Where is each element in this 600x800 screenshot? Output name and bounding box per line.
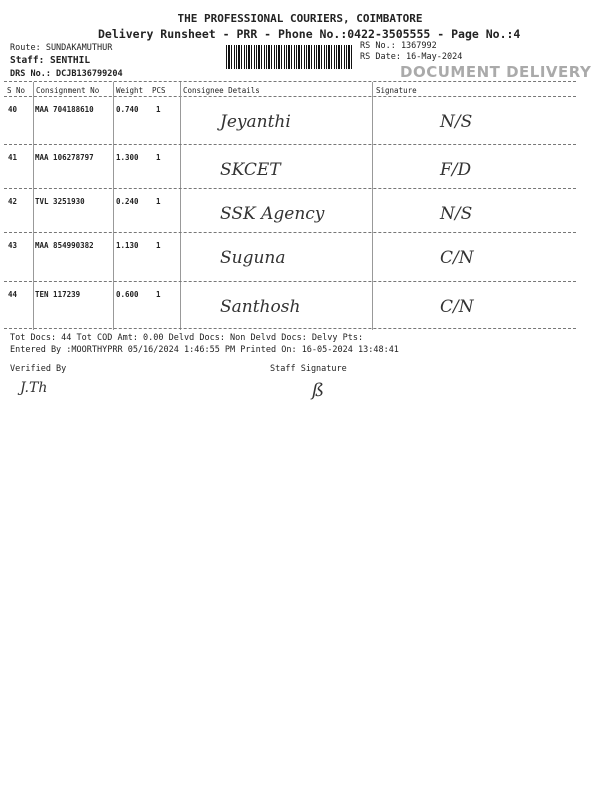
row-divider [4,188,576,189]
row-consignee-handwritten: Suguna [220,248,286,268]
column-line [180,82,181,330]
row-consignment-no: TEN 117239 [35,290,81,299]
row-divider [4,232,576,233]
row-consignee-handwritten: SSK Agency [220,204,325,224]
runsheet-subtitle: Delivery Runsheet - PRR - Phone No.:0422… [98,27,521,41]
col-pcs: PCS [152,86,166,95]
row-consignment-no: MAA 704188610 [35,105,94,114]
route: Route: SUNDAKAMUTHUR [10,43,113,53]
col-consignment: Consignment No [36,86,100,95]
barcode [226,45,354,69]
entered-by-line: Entered By :MOORTHYPRR 05/16/2024 1:46:5… [10,345,399,355]
row-divider [4,281,576,282]
row-signature-handwritten: N/S [440,204,473,224]
row-consignment-no: TVL 3251930 [35,197,85,206]
staff: Staff: SENTHIL [10,55,91,66]
column-line [33,82,34,330]
drs-number: DRS No.: DCJB136799204 [10,69,123,79]
row-weight: 1.300 [116,153,139,162]
row-pcs: 1 [156,290,161,299]
col-sno: S No [7,86,26,95]
row-consignee-handwritten: Santhosh [220,297,301,317]
row-signature-handwritten: N/S [440,112,473,132]
company-title: THE PROFESSIONAL COURIERS, COIMBATORE [177,12,423,25]
divider [4,96,576,97]
row-weight: 0.240 [116,197,139,206]
row-consignee-handwritten: Jeyanthi [220,112,291,132]
row-signature-handwritten: C/N [440,297,474,317]
verified-signature: J.Th [20,380,48,396]
verified-by-label: Verified By [10,364,67,374]
row-sno: 41 [8,153,18,162]
rs-date: RS Date: 16-May-2024 [360,52,463,62]
row-divider [4,328,576,329]
totals-line: Tot Docs: 44 Tot COD Amt: 0.00 Delvd Doc… [10,333,364,343]
row-consignment-no: MAA 854990382 [35,241,94,250]
column-line [372,82,373,330]
column-line [113,82,114,330]
row-sno: 43 [8,241,18,250]
row-pcs: 1 [156,105,161,114]
row-signature-handwritten: C/N [440,248,474,268]
document-delivery-stamp: DOCUMENT DELIVERY [400,63,592,81]
row-pcs: 1 [156,197,161,206]
row-divider [4,144,576,145]
row-sno: 42 [8,197,18,206]
staff-signature: ß [312,380,325,401]
row-pcs: 1 [156,241,161,250]
divider [4,81,576,82]
col-weight: Weight [116,86,144,95]
staff-signature-label: Staff Signature [270,364,347,374]
rs-number: RS No.: 1367992 [360,41,437,51]
row-weight: 0.600 [116,290,139,299]
row-sno: 44 [8,290,18,299]
row-pcs: 1 [156,153,161,162]
row-consignee-handwritten: SKCET [220,160,281,180]
row-consignment-no: MAA 106278797 [35,153,94,162]
row-weight: 1.130 [116,241,139,250]
col-consignee: Consignee Details [183,86,260,95]
col-signature: Signature [376,86,417,95]
row-sno: 40 [8,105,18,114]
row-signature-handwritten: F/D [440,160,472,180]
row-weight: 0.740 [116,105,139,114]
